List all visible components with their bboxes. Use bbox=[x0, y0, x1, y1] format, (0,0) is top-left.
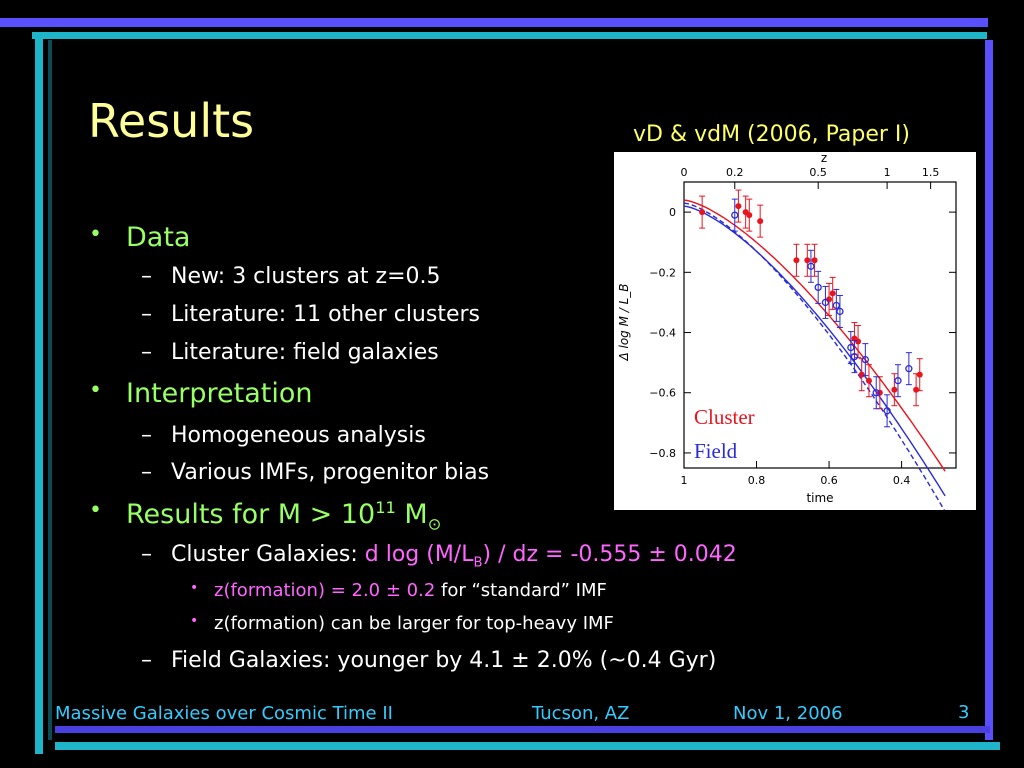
cluster-galaxies-item: – Cluster Galaxies: d log (M/LB) / dz = -… bbox=[141, 542, 737, 571]
frame-top-bar-purple bbox=[0, 18, 988, 27]
field-point bbox=[807, 262, 815, 270]
field-model-curve-dashed bbox=[683, 202, 946, 512]
bullet-interpretation: • Interpretation bbox=[89, 378, 313, 409]
field-point bbox=[836, 307, 844, 316]
cluster-point bbox=[757, 218, 764, 225]
bullet-data: • Data bbox=[89, 222, 191, 253]
frame-bottom-bar-cyan bbox=[55, 742, 1000, 750]
field-point bbox=[731, 211, 739, 219]
cluster-point bbox=[916, 371, 923, 378]
frame-bottom-bar-purple bbox=[55, 726, 990, 733]
cluster-point bbox=[811, 257, 818, 264]
field-point bbox=[847, 343, 855, 352]
x-tick-label: 0.4 bbox=[893, 474, 911, 487]
top-axis-ticks: 0 0.2 0.5 1 1.5 bbox=[681, 166, 940, 189]
cluster-point bbox=[746, 212, 753, 219]
bullet-interpretation-label: Interpretation bbox=[126, 378, 313, 409]
cluster-point bbox=[804, 257, 811, 264]
top-axis-label: z bbox=[821, 152, 827, 165]
y-tick-label: −0.6 bbox=[649, 387, 676, 400]
ml-evolution-chart: z 0 0.2 0.5 1 1.5 0 −0.2 −0.4 −0.6 −0.8 1 0.8 0.6 0… bbox=[617, 151, 957, 512]
sub-item: – Literature: 11 other clusters bbox=[141, 302, 480, 327]
frame-right-bar-purple bbox=[985, 40, 993, 740]
legend-cluster: Cluster bbox=[694, 405, 755, 429]
cluster-point bbox=[891, 386, 898, 393]
plot-frame bbox=[683, 181, 957, 469]
cluster-point bbox=[793, 257, 800, 264]
page-number: 3 bbox=[958, 702, 970, 723]
cluster-point bbox=[735, 203, 742, 210]
cluster-point bbox=[865, 377, 872, 384]
zformation-standard-item: • z(formation) = 2.0 ± 0.2 for “standard”… bbox=[190, 580, 607, 601]
cluster-point bbox=[829, 290, 836, 297]
sub-item: – Homogeneous analysis bbox=[141, 423, 426, 448]
field-point bbox=[814, 283, 822, 292]
bullet-results: • Results for M > 1011 M⊙ bbox=[89, 498, 442, 534]
sub-item: – Various IMFs, progenitor bias bbox=[141, 460, 490, 485]
x-tick-label: 1 bbox=[681, 474, 688, 487]
cluster-point bbox=[699, 209, 706, 216]
z-tick-label: 1 bbox=[884, 166, 891, 179]
z-tick-label: 0 bbox=[681, 166, 688, 179]
field-point bbox=[821, 298, 830, 307]
y-tick-label: 0 bbox=[669, 206, 676, 219]
cluster-point bbox=[858, 371, 865, 378]
bottom-axis-ticks: 1 0.8 0.6 0.4 bbox=[681, 461, 911, 487]
bullet-dot-icon: • bbox=[89, 498, 102, 523]
y-tick-label: −0.4 bbox=[649, 327, 676, 340]
zformation-topheavy-item: • z(formation) can be larger for top-heav… bbox=[190, 613, 614, 634]
bullet-dot-icon: • bbox=[89, 222, 102, 247]
y-axis-ticks: 0 −0.2 −0.4 −0.6 −0.8 bbox=[649, 206, 956, 460]
field-point bbox=[861, 355, 869, 364]
field-model-curve bbox=[683, 205, 946, 497]
bullet-data-label: Data bbox=[126, 222, 191, 253]
citation: vD & vdM (2006, Paper I) bbox=[633, 122, 910, 147]
footer-location: Tucson, AZ bbox=[532, 703, 630, 724]
bullet-dot-icon: • bbox=[89, 378, 102, 403]
model-curves bbox=[683, 199, 946, 512]
z-tick-label: 0.5 bbox=[809, 166, 827, 179]
x-tick-label: 0.6 bbox=[820, 474, 838, 487]
field-point bbox=[905, 365, 913, 373]
x-tick-label: 0.8 bbox=[748, 474, 766, 487]
footer-conference: Massive Galaxies over Cosmic Time II bbox=[55, 703, 393, 724]
field-point bbox=[832, 301, 840, 310]
ml-evolution-figure: z 0 0.2 0.5 1 1.5 0 −0.2 −0.4 −0.6 −0.8 1 0.8 0.6 0… bbox=[614, 151, 976, 512]
field-point bbox=[850, 352, 859, 361]
y-tick-label: −0.2 bbox=[649, 266, 676, 279]
cluster-point bbox=[913, 386, 920, 393]
cluster-model-curve bbox=[683, 199, 946, 472]
field-point bbox=[883, 407, 891, 415]
data-points bbox=[699, 189, 923, 428]
field-point bbox=[894, 377, 902, 385]
bottom-axis-label: time bbox=[806, 491, 833, 505]
y-axis-label: Δ log M / L_B bbox=[617, 283, 631, 361]
legend-field: Field bbox=[694, 439, 738, 463]
slide-title: Results bbox=[88, 94, 255, 148]
sub-item: – Literature: field galaxies bbox=[141, 340, 439, 365]
z-tick-label: 1.5 bbox=[922, 166, 940, 179]
frame-left-bar-cyan bbox=[35, 32, 43, 754]
z-tick-label: 0.2 bbox=[726, 166, 744, 179]
frame-left-bar-dark bbox=[48, 40, 52, 740]
frame-top-bar-cyan bbox=[32, 32, 987, 39]
field-point bbox=[872, 389, 880, 397]
footer-date: Nov 1, 2006 bbox=[733, 703, 843, 724]
sub-item: – New: 3 clusters at z=0.5 bbox=[141, 264, 441, 289]
cluster-point bbox=[855, 338, 862, 345]
y-tick-label: −0.8 bbox=[649, 447, 676, 460]
field-galaxies-item: – Field Galaxies: younger by 4.1 ± 2.0% (… bbox=[141, 648, 717, 673]
